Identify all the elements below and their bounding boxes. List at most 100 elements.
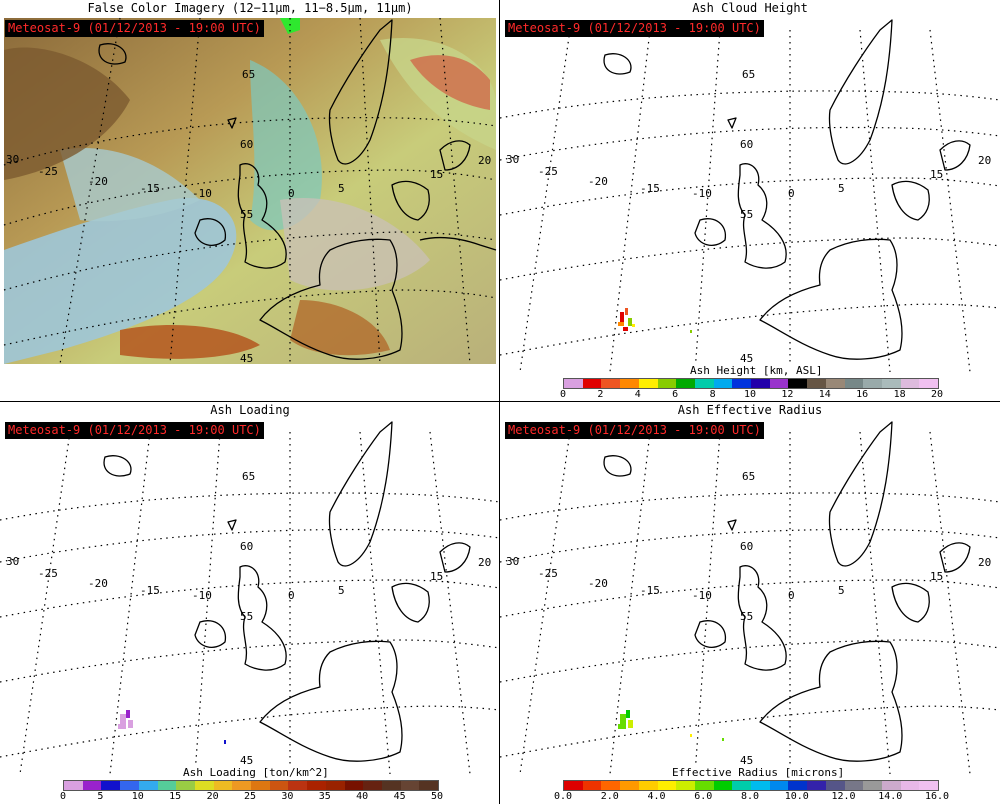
lon-label-15: 15	[430, 168, 443, 181]
ash-height-lon-labels: 30 -25 -20 -15 -10 0 5 15 20	[506, 153, 991, 200]
ash-loading-lat-labels: 65 60 55 45	[240, 470, 255, 767]
ash-radius-colorbar-ticks: 0.0 2.0 4.0 6.0 8.0 10.0 12.0 14.0 16.0	[554, 791, 949, 803]
colorbar-swatch	[307, 781, 326, 790]
ash-radius-plume	[618, 710, 724, 741]
lon-label-minus-10: -10	[692, 589, 712, 602]
colorbar-swatch	[863, 379, 882, 388]
colorbar-swatch	[269, 781, 289, 790]
colorbar-swatch	[564, 379, 583, 388]
lon-label-minus-15: -15	[140, 182, 160, 195]
lon-label-0: 0	[788, 187, 795, 200]
ash-height-panel: 65 60 55 45 30 -25 -20 -15 -10 0 5 15 20…	[500, 0, 1000, 402]
lon-label-minus-25: -25	[38, 567, 58, 580]
lon-label-15: 15	[930, 570, 943, 583]
lon-label-30: 30	[6, 555, 19, 568]
lon-label-30: 30	[506, 153, 519, 166]
lon-label-minus-25: -25	[538, 165, 558, 178]
lat-label-65: 65	[742, 470, 755, 483]
lat-label-65: 65	[242, 68, 255, 81]
colorbar-tick-label: 20	[206, 791, 219, 802]
colorbar-tick-label: 8	[709, 389, 716, 400]
colorbar-tick-label: 12	[781, 389, 794, 400]
colorbar-tick-label: 45	[393, 791, 406, 802]
lon-label-minus-20: -20	[88, 175, 108, 188]
colorbar-tick-label: 4.0	[647, 791, 666, 802]
colorbar-swatch	[620, 781, 639, 790]
colorbar-swatch	[400, 781, 420, 790]
colorbar-swatch	[919, 781, 939, 790]
lon-label-minus-25: -25	[538, 567, 558, 580]
colorbar-swatch	[713, 781, 733, 790]
ash-radius-panel: 65 60 55 45 30 -25 -20 -15 -10 0 5 15 20…	[500, 402, 1000, 804]
lat-label-55: 55	[240, 610, 253, 623]
colorbar-swatch	[601, 781, 621, 790]
colorbar-swatch	[381, 781, 401, 790]
colorbar-swatch	[601, 379, 621, 388]
colorbar-swatch	[881, 781, 901, 790]
colorbar-tick-label: 14.0	[878, 791, 903, 802]
colorbar-tick-label: 10	[131, 791, 144, 802]
colorbar-swatch	[251, 781, 270, 790]
colorbar-tick-label: 15	[169, 791, 182, 802]
colorbar-swatch	[900, 781, 920, 790]
lon-label-minus-10: -10	[692, 187, 712, 200]
colorbar-tick-label: 16.0	[924, 791, 950, 802]
colorbar-swatch	[900, 379, 920, 388]
colorbar-tick-label: 18	[893, 389, 906, 400]
lon-label-15: 15	[430, 570, 443, 583]
lon-label-minus-15: -15	[640, 584, 660, 597]
colorbar-swatch	[325, 781, 345, 790]
lon-label-5: 5	[838, 584, 845, 597]
colorbar-swatch	[638, 379, 658, 388]
colorbar-swatch	[807, 379, 826, 388]
lon-label-5: 5	[338, 584, 345, 597]
colorbar-swatch	[620, 379, 639, 388]
colorbar-swatch	[564, 781, 583, 790]
colorbar-swatch	[419, 781, 439, 790]
lon-label-0: 0	[288, 187, 295, 200]
colorbar-swatch	[638, 781, 658, 790]
ash-radius-colorbar-title: Effective Radius [microns]	[670, 766, 847, 779]
ash-loading-badge: Meteosat-9 (01/12/2013 - 19:00 UTC)	[5, 422, 264, 439]
colorbar-tick-label: 10.0	[784, 791, 809, 802]
colorbar-tick-label: 0	[559, 389, 567, 400]
colorbar-swatch	[751, 781, 770, 790]
ash-height-title: Ash Cloud Height	[692, 1, 808, 15]
ash-loading-title: Ash Loading	[210, 403, 290, 417]
lat-label-60: 60	[740, 138, 753, 151]
colorbar-tick-label: 12.0	[831, 791, 856, 802]
colorbar-swatch	[825, 379, 845, 388]
lat-label-60: 60	[740, 540, 753, 553]
colorbar-tick-label: 0	[59, 791, 67, 802]
colorbar-swatch	[194, 781, 214, 790]
lat-label-55: 55	[740, 610, 753, 623]
colorbar-tick-label: 0.0	[553, 791, 573, 802]
lon-label-minus-25: -25	[38, 165, 58, 178]
lon-label-20: 20	[478, 154, 491, 167]
false-color-lon-labels: 30 -25 -20 -15 -10 0 5 15 20	[6, 153, 491, 200]
false-color-lat-labels: 65 60 55 45	[240, 68, 255, 365]
lon-label-minus-20: -20	[588, 577, 608, 590]
colorbar-swatch	[232, 781, 252, 790]
lon-label-minus-15: -15	[140, 584, 160, 597]
colorbar-swatch	[732, 379, 752, 388]
ash-radius-lat-labels: 65 60 55 45	[740, 470, 755, 767]
ash-height-colorbar	[563, 378, 939, 389]
colorbar-tick-label: 6.0	[694, 791, 713, 802]
ash-loading-panel: 65 60 55 45 30 -25 -20 -15 -10 0 5 15 20…	[0, 402, 500, 804]
colorbar-tick-label: 2	[597, 389, 604, 400]
panel-divider-horizontal	[0, 401, 1000, 402]
colorbar-swatch	[788, 379, 808, 388]
colorbar-swatch	[807, 781, 826, 790]
lon-label-20: 20	[978, 154, 991, 167]
lon-label-15: 15	[930, 168, 943, 181]
lon-label-minus-10: -10	[192, 589, 212, 602]
colorbar-tick-label: 35	[318, 791, 331, 802]
colorbar-swatch	[176, 781, 195, 790]
colorbar-tick-label: 16	[856, 389, 869, 400]
colorbar-tick-label: 4	[634, 389, 641, 400]
lon-label-30: 30	[6, 153, 19, 166]
lon-label-20: 20	[478, 556, 491, 569]
false-color-map: 65 60 55 45 30 -25 -20 -15 -10 0 5 15 20	[3, 17, 497, 365]
lon-label-5: 5	[838, 182, 845, 195]
